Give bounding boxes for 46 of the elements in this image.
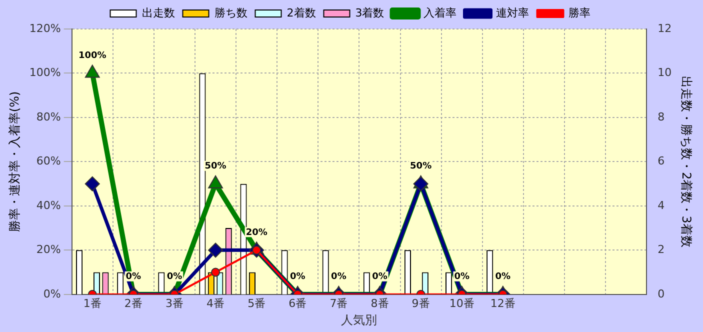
x-tick-label: 10番 [449, 296, 474, 310]
data-label: 0% [495, 272, 511, 282]
data-label: 20% [246, 228, 268, 238]
legend-label: 連対率 [496, 6, 530, 20]
data-label: 100% [78, 51, 106, 62]
y2-tick-label: 2 [658, 243, 665, 256]
y2-tick-label: 0 [658, 287, 665, 300]
y-tick-label: 40% [36, 198, 61, 212]
y2-tick-label: 10 [658, 66, 672, 80]
data-label: 0% [126, 272, 142, 282]
y2-tick-label: 4 [658, 198, 665, 212]
legend-label: 2着数 [286, 6, 316, 20]
x-tick-label: 9番 [412, 296, 430, 310]
data-label: 0% [290, 272, 306, 282]
y-tick-label: 80% [36, 110, 61, 124]
legend-label: 入着率 [424, 6, 457, 20]
x-tick-label: 7番 [330, 296, 348, 310]
y2-tick-label: 12 [658, 22, 672, 35]
y-tick-label: 20% [36, 243, 61, 256]
x-tick-label: 12番 [490, 296, 516, 310]
x-tick-label: 8番 [370, 296, 389, 310]
data-label: 0% [331, 272, 346, 282]
data-label: 0% [454, 272, 470, 282]
y-tick-label: 120% [29, 22, 61, 35]
y-tick-label: 60% [36, 154, 61, 168]
legend-label: 勝率 [568, 6, 591, 20]
x-tick-label: 6番 [288, 296, 307, 310]
x-tick-label: 1番 [83, 296, 102, 310]
x-axis-title: 人気別 [341, 312, 378, 327]
data-label: 0% [372, 272, 388, 282]
x-tick-label: 5番 [248, 296, 266, 310]
y2-axis-title: 出走数・勝ち数・2着数・3着数 [680, 76, 694, 248]
y-tick-label: 100% [29, 66, 61, 80]
y2-tick-label: 6 [658, 154, 665, 168]
y-tick-label: 0% [43, 287, 61, 300]
legend-label: 勝ち数 [214, 6, 248, 20]
legend-label: 3着数 [355, 6, 384, 20]
data-label: 50% [204, 162, 226, 172]
x-tick-label: 3番 [165, 296, 184, 310]
legend-label: 出走数 [142, 6, 175, 20]
y2-tick-label: 8 [658, 110, 665, 124]
data-label: 50% [410, 162, 432, 172]
x-tick-label: 2番 [124, 296, 142, 310]
x-tick-label: 4番 [206, 296, 225, 310]
y-axis-title: 勝率・連対率・入着率(%) [7, 91, 22, 232]
data-label: 0% [166, 272, 182, 282]
